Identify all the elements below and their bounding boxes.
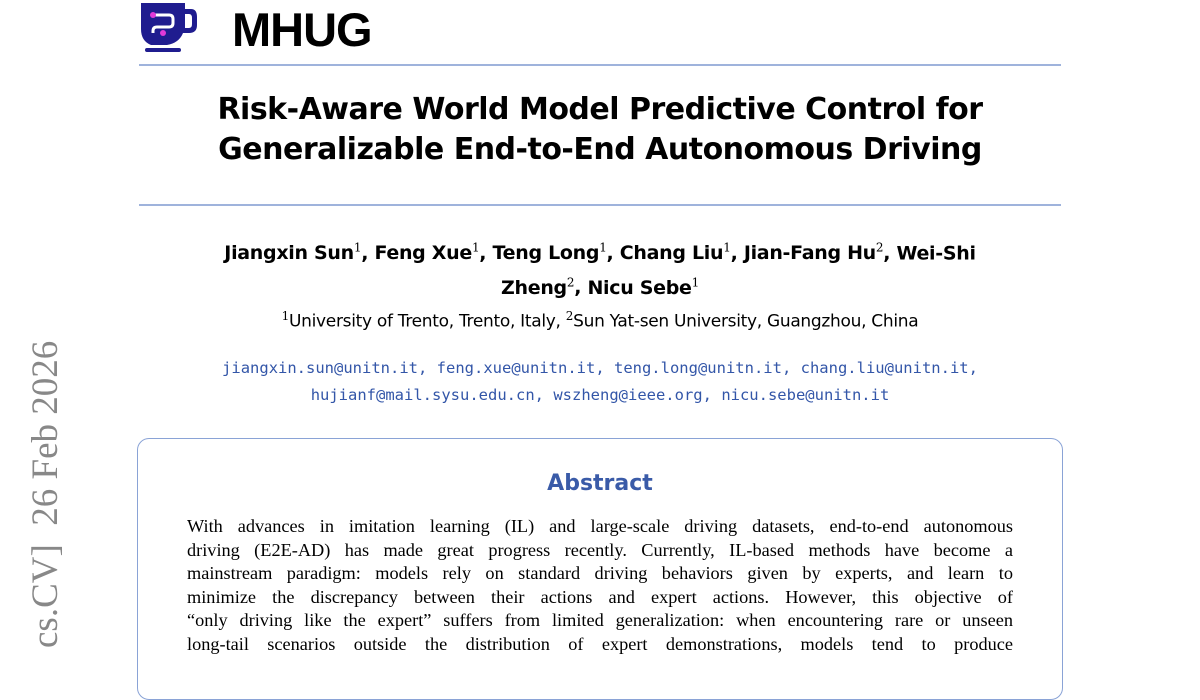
email-link[interactable]: nicu.sebe@unitn.it xyxy=(721,386,890,404)
email-link[interactable]: teng.long@unitn.it xyxy=(613,359,782,377)
author: Teng Long1 xyxy=(492,241,607,265)
title-line: Generalizable End-to-End Autonomous Driv… xyxy=(218,132,982,167)
abstract-line: With advances in imitation learning (IL)… xyxy=(187,516,1013,536)
title-line: Risk-Aware World Model Predictive Contro… xyxy=(217,92,983,127)
mhug-logo-icon xyxy=(141,3,197,52)
abstract-line: mainstream paradigm: models rely on stan… xyxy=(187,563,1013,584)
paper-title: Risk-Aware World Model Predictive Contro… xyxy=(0,90,1200,170)
affiliation: Sun Yat-sen University, Guangzhou, China xyxy=(573,311,919,332)
email-link[interactable]: feng.xue@unitn.it xyxy=(436,359,596,377)
affiliation: University of Trento, Trento, Italy, xyxy=(289,311,561,332)
abstract-line: “only driving like the expert” suffers f… xyxy=(187,610,1013,631)
brand-name: MHUG xyxy=(232,3,373,56)
abstract-line: minimize the discrepancy between their a… xyxy=(187,586,1013,607)
author: Wei-Shi xyxy=(896,242,976,265)
title-rule xyxy=(139,204,1061,206)
email-link[interactable]: chang.liu@unitn.it xyxy=(800,359,969,377)
abstract-text: With advances in imitation learning (IL)… xyxy=(187,515,1013,657)
author: Nicu Sebe1 xyxy=(587,275,699,299)
author: Zheng2 xyxy=(501,275,575,299)
email-link[interactable]: wszheng@ieee.org xyxy=(553,386,703,404)
author: Jian-Fang Hu2 xyxy=(743,241,884,265)
author: Chang Liu1 xyxy=(619,241,731,265)
author-list: Jiangxin Sun1, Feng Xue1, Teng Long1, Ch… xyxy=(224,241,976,299)
arxiv-stamp: cs.CV] 26 Feb 2026 xyxy=(25,340,66,648)
abstract-heading: Abstract xyxy=(547,471,653,496)
author: Feng Xue1 xyxy=(374,241,480,265)
abstract-line: long-tail scenarios outside the distribu… xyxy=(187,633,1013,654)
author: Jiangxin Sun1 xyxy=(224,241,362,265)
affiliations: 1University of Trento, Trento, Italy, 2S… xyxy=(281,309,919,332)
abstract-line: driving (E2E-AD) has made great progress… xyxy=(187,539,1013,560)
email-list: jiangxin.sun@unitn.it, feng.xue@unitn.it… xyxy=(222,359,978,404)
header-rule xyxy=(139,64,1061,66)
email-link[interactable]: hujianf@mail.sysu.edu.cn xyxy=(310,386,535,404)
email-link[interactable]: jiangxin.sun@unitn.it xyxy=(222,359,418,377)
